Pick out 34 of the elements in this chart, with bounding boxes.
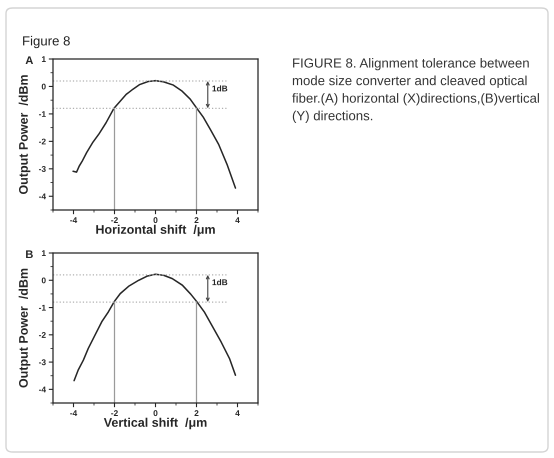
- line-series: [73, 274, 236, 382]
- y-tick-label: -4: [38, 386, 46, 392]
- y-axis-title: Output Power /dBm: [18, 75, 30, 194]
- y-tick-label: 1: [42, 250, 46, 256]
- x-axis-title: Horizontal shift /μm: [96, 224, 215, 236]
- caption: FIGURE 8. Alignment tolerance between mode size converter and cleaved optical fiber.(A) horizontal (X)directions,(B)vertical (Y) directions.: [292, 58, 539, 123]
- chart-title: B: [26, 250, 33, 258]
- y-tick-label: 1: [42, 56, 46, 62]
- x-tick-label: 0: [154, 217, 158, 224]
- x-tick-label: -2: [111, 217, 118, 223]
- y-tick-label: -3: [38, 359, 46, 366]
- x-tick-label: -4: [70, 410, 78, 416]
- annotation: 1dB: [212, 85, 228, 92]
- annotation: 1dB: [212, 279, 228, 286]
- chart-title: A: [26, 56, 34, 64]
- y-tick-label: 0: [42, 277, 46, 284]
- x-tick-label: -2: [111, 410, 118, 416]
- y-tick-label: -1: [38, 111, 46, 117]
- y-tick-label: -1: [38, 304, 46, 311]
- y-tick-label: -2: [38, 138, 46, 144]
- y-tick-label: -2: [38, 332, 46, 338]
- x-tick-label: 0: [154, 410, 158, 416]
- caption: Figure 8: [23, 36, 70, 48]
- x-axis-title: Vertical shift /μm: [104, 418, 206, 430]
- y-axis-title: Output Power /dBm: [18, 268, 30, 388]
- y-tick-label: -3: [38, 166, 46, 172]
- y-tick-label: -4: [38, 194, 46, 200]
- x-tick-label: 4: [235, 217, 240, 223]
- line-series: [72, 80, 236, 189]
- x-tick-label: 4: [235, 410, 240, 416]
- y-tick-label: 0: [42, 84, 46, 90]
- x-tick-label: -4: [70, 217, 78, 223]
- x-tick-label: 2: [194, 217, 198, 223]
- x-tick-label: 2: [194, 410, 198, 416]
